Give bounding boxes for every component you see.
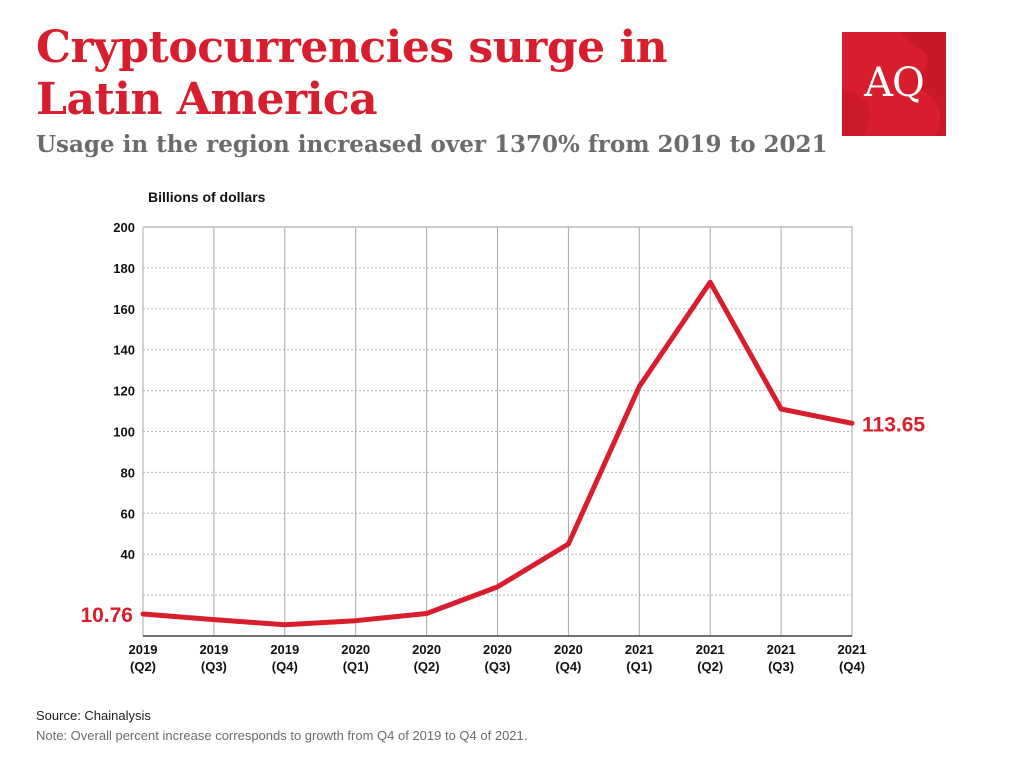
- line-chart: Billions of dollars 40 60 80 100 120 140 160 18…: [80, 189, 925, 674]
- x-tick-label: 2020 (Q1): [341, 642, 370, 674]
- x-tick-label: 2019 (Q3): [199, 642, 228, 674]
- logo-text: AQ: [864, 60, 925, 106]
- y-tick-label: 140: [113, 343, 135, 358]
- x-tick-label: 2021 (Q4): [838, 642, 867, 674]
- series-line: [140, 279, 855, 628]
- end-value-label: 113.65: [862, 413, 925, 436]
- y-tick-label: 60: [121, 506, 135, 521]
- x-tick-label: 2021 (Q1): [625, 642, 654, 674]
- aq-logo: AQ: [842, 32, 946, 136]
- y-axis-ticks: 40 60 80 100 120 140 160 180 200: [113, 220, 135, 562]
- x-tick-label: 2020 (Q2): [412, 642, 441, 674]
- chart-subtitle: Usage in the region increased over 1370%…: [36, 131, 828, 158]
- x-tick-label: 2020 (Q4): [554, 642, 583, 674]
- y-tick-label: 80: [121, 465, 135, 480]
- start-value-label: 10.76: [80, 604, 133, 627]
- chart-grid: [142, 226, 853, 637]
- chart-title: Cryptocurrencies surge in Latin America: [36, 22, 668, 125]
- y-tick-label: 200: [113, 220, 135, 235]
- y-tick-label: 120: [113, 384, 135, 399]
- map-watermark-icon: [842, 32, 946, 136]
- y-tick-label: 40: [121, 547, 135, 562]
- y-tick-label: 160: [113, 302, 135, 317]
- x-tick-label: 2019 (Q4): [270, 642, 299, 674]
- x-tick-label: 2020 (Q3): [483, 642, 512, 674]
- x-tick-label: 2019 (Q2): [129, 642, 158, 674]
- footnote: Note: Overall percent increase correspon…: [36, 728, 528, 743]
- y-axis-label: Billions of dollars: [148, 189, 266, 205]
- x-tick-label: 2021 (Q2): [696, 642, 725, 674]
- x-tick-label: 2021 (Q3): [767, 642, 796, 674]
- y-tick-label: 180: [113, 261, 135, 276]
- y-tick-label: 100: [113, 425, 135, 440]
- source-note: Source: Chainalysis: [36, 708, 151, 723]
- x-axis-ticks: 2019 (Q2) 2019 (Q3) 2019 (Q4) 2020 (Q1) 2020 (Q2)…: [129, 642, 867, 674]
